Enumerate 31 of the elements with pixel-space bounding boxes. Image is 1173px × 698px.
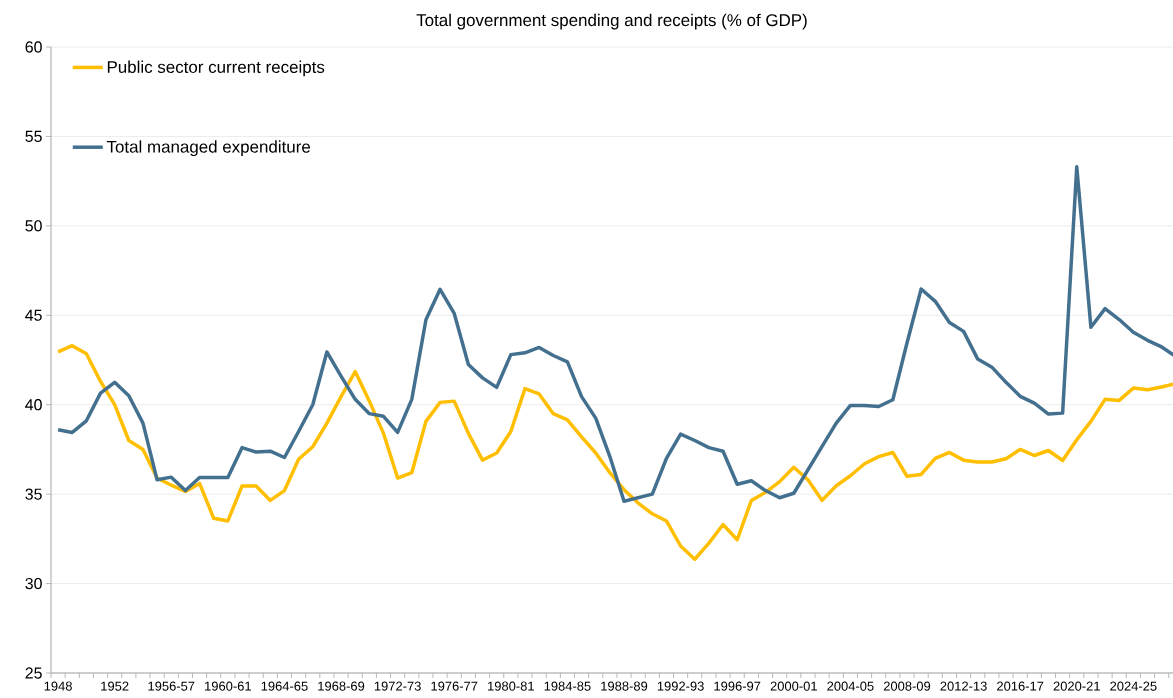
x-tick-label: 2012-13 [940,681,987,691]
x-tick-label: 2020-21 [1053,681,1100,691]
y-tick-label: 30 [25,577,42,590]
x-tick-label: 1976-77 [431,681,478,691]
x-tick-label: 1948 [44,681,72,691]
x-tick-label: 1984-85 [544,681,591,691]
y-tick-label: 25 [25,667,42,679]
x-tick-label: 1980-81 [488,681,534,691]
x-tick-label: 1964-65 [261,681,308,691]
x-tick-label: 1972-73 [374,681,421,691]
legend-label: Total managed expenditure [106,140,311,157]
chart-title: Total government spending and receipts (% of GDP) [416,13,807,30]
x-tick-label: 1968-69 [318,681,365,691]
x-tick-label: 1960-61 [205,681,251,691]
y-tick-label: 60 [25,41,42,53]
y-tick-label: 40 [25,399,42,411]
x-tick-label: 2008-09 [883,681,931,691]
x-tick-label: 1996-97 [714,681,761,691]
y-tick-label: 45 [25,309,42,321]
x-tick-label: 1952 [101,681,129,691]
x-tick-label: 2004-05 [827,681,874,691]
x-tick-label: 1988-89 [601,681,648,691]
x-tick-label: 1992-93 [657,681,704,691]
legend-label: Public sector current receipts [107,60,325,77]
y-tick-label: 55 [25,130,42,142]
x-tick-label: 2016-17 [997,681,1044,691]
x-tick-label: 2000-01 [770,681,817,691]
y-tick-label: 35 [25,488,42,500]
y-tick-label: 50 [25,220,42,232]
x-tick-label: 2024-25 [1110,681,1157,691]
x-tick-label: 1956-57 [148,681,195,691]
